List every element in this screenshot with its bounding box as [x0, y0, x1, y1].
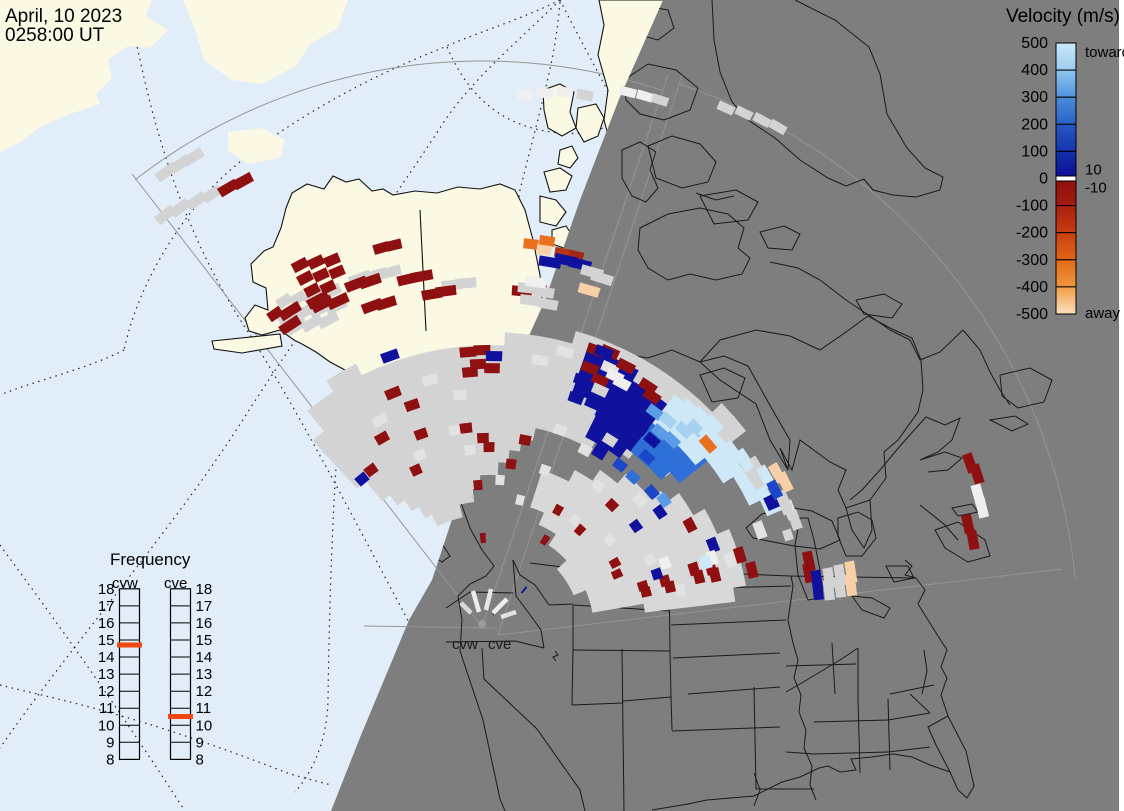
svg-text:14: 14 [196, 649, 213, 666]
svg-text:cvw: cvw [112, 575, 138, 592]
svg-text:300: 300 [1021, 89, 1048, 106]
svg-text:15: 15 [98, 632, 115, 649]
svg-text:9: 9 [106, 734, 114, 751]
svg-text:18: 18 [196, 581, 213, 598]
svg-text:8: 8 [196, 751, 204, 768]
svg-text:-400: -400 [1016, 279, 1048, 296]
svg-text:9: 9 [196, 734, 204, 751]
svg-text:-300: -300 [1016, 252, 1048, 269]
svg-text:16: 16 [98, 615, 115, 632]
svg-text:200: 200 [1021, 116, 1048, 133]
svg-text:-100: -100 [1016, 198, 1048, 215]
svg-text:12: 12 [196, 683, 213, 700]
svg-text:100: 100 [1021, 143, 1048, 160]
svg-text:16: 16 [196, 615, 213, 632]
svg-text:Velocity (m/s): Velocity (m/s) [1006, 6, 1120, 27]
svg-text:0: 0 [1039, 171, 1048, 188]
svg-text:cve: cve [164, 575, 187, 592]
svg-text:11: 11 [196, 700, 212, 717]
svg-text:cve: cve [488, 636, 511, 653]
svg-text:18: 18 [98, 581, 115, 598]
svg-text:10: 10 [98, 717, 115, 734]
svg-text:toward: toward [1085, 44, 1124, 61]
svg-text:400: 400 [1021, 62, 1048, 79]
svg-text:12: 12 [98, 683, 115, 700]
svg-text:Frequency: Frequency [110, 550, 191, 569]
svg-text:15: 15 [196, 632, 213, 649]
svg-text:away: away [1085, 305, 1121, 322]
svg-text:0258:00 UT: 0258:00 UT [5, 25, 105, 46]
svg-text:10: 10 [1085, 162, 1102, 179]
svg-text:11: 11 [99, 700, 115, 717]
svg-text:April, 10 2023: April, 10 2023 [5, 6, 122, 27]
svg-text:13: 13 [196, 666, 213, 683]
svg-text:-200: -200 [1016, 225, 1048, 242]
svg-text:-10: -10 [1085, 180, 1107, 197]
svg-text:17: 17 [98, 598, 115, 615]
svg-text:17: 17 [196, 598, 213, 615]
svg-text:13: 13 [98, 666, 115, 683]
svg-text:-500: -500 [1016, 306, 1048, 323]
svg-text:8: 8 [106, 751, 114, 768]
svg-text:10: 10 [196, 717, 213, 734]
svg-text:500: 500 [1021, 35, 1048, 52]
svg-text:14: 14 [98, 649, 115, 666]
svg-text:cvw: cvw [452, 636, 478, 653]
